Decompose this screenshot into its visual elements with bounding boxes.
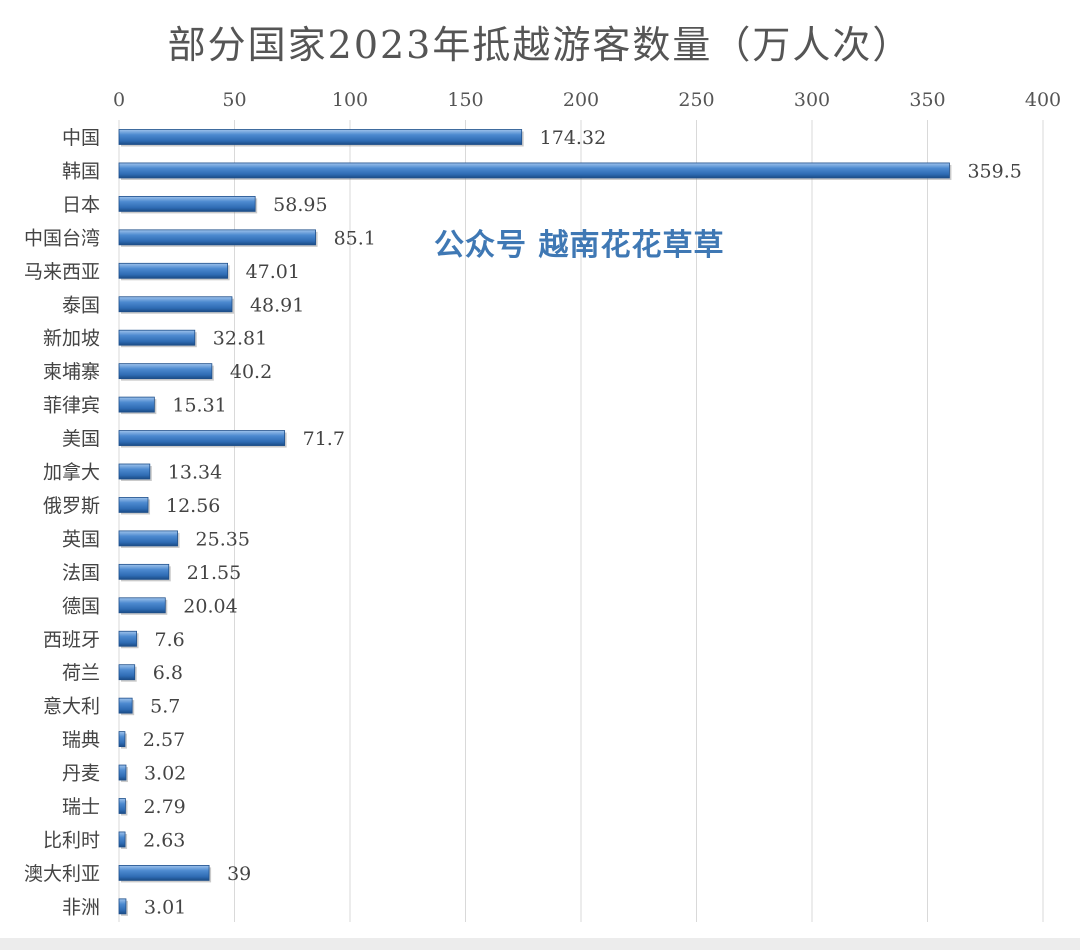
bar [118,697,133,714]
bar [118,563,170,580]
bar [118,898,127,915]
category-label: 加拿大 [43,461,100,484]
data-label: 174.32 [540,127,606,149]
data-label: 20.04 [183,595,237,617]
category-label: 瑞典 [62,729,100,751]
category-label: 澳大利亚 [24,863,100,885]
bar [118,162,950,179]
data-label: 6.8 [153,662,183,684]
data-label: 39 [227,863,251,885]
data-label: 40.2 [230,361,272,383]
bar [118,296,233,313]
data-label: 2.63 [143,829,185,851]
category-label: 瑞士 [62,796,100,818]
data-label: 48.91 [250,294,304,316]
bar [118,764,127,781]
data-label: 3.01 [144,896,186,918]
x-tick-label: 300 [794,89,830,111]
data-label: 12.56 [166,495,220,517]
data-label: 13.34 [168,462,222,484]
bar [118,664,136,681]
x-tick-label: 50 [222,89,246,111]
category-label: 德国 [62,595,100,617]
data-label: 2.57 [143,729,185,751]
bar [118,831,126,848]
x-tick-label: 150 [447,89,483,111]
category-label: 韩国 [62,160,100,182]
bar [118,798,126,814]
x-tick-label: 0 [113,89,125,111]
category-label: 非洲 [62,896,100,918]
data-label: 3.02 [144,763,186,785]
category-label: 美国 [62,428,100,450]
category-label: 柬埔寨 [43,361,100,383]
bar [118,530,178,547]
x-axis-ticks: 0 50 100 150 200 250 300 350 400 [113,89,1061,111]
x-tick-label: 100 [332,89,368,111]
category-label: 菲律宾 [43,395,100,417]
bar [118,865,210,881]
bar [118,129,523,145]
data-label: 5.7 [150,696,180,718]
bar [118,463,151,480]
data-label: 2.79 [143,796,185,818]
category-label: 比利时 [43,829,100,851]
data-label: 7.6 [155,629,185,651]
data-label: 32.81 [213,328,267,350]
data-label: 25.35 [196,528,250,550]
category-label: 新加坡 [43,328,100,350]
data-label: 21.55 [187,562,241,584]
category-label: 泰国 [62,294,100,316]
data-label: 58.95 [273,194,327,216]
category-label: 意大利 [43,696,100,718]
bar [118,329,196,346]
x-tick-label: 350 [909,89,945,111]
data-label: 15.31 [172,395,226,417]
bar [118,363,213,380]
bar [118,262,228,279]
bar [118,731,126,747]
category-label: 丹麦 [62,763,100,785]
x-tick-label: 250 [678,89,714,111]
x-tick-label: 200 [563,89,599,111]
bar [118,630,137,647]
bars [118,129,952,916]
category-label: 荷兰 [62,662,100,684]
data-label: 359.5 [967,160,1021,182]
bar [118,430,286,446]
labels: 中国 174.32 韩国 359.5 日本 58.95 中国台湾 85.1 马来西亚 47.01 泰… [24,127,1022,918]
x-tick-label: 400 [1025,89,1061,111]
data-label: 47.01 [246,261,300,283]
category-label: 西班牙 [43,629,100,651]
gridlines [118,120,1044,922]
chart-title: 部分国家2023年抵越游客数量（万人次） [167,23,913,67]
bar [118,229,316,246]
bar [118,396,155,413]
category-label: 马来西亚 [24,261,100,283]
bar [118,497,149,513]
category-label: 中国台湾 [24,227,100,249]
bar [118,195,256,212]
bar [118,597,166,614]
category-label: 英国 [62,528,100,550]
data-label: 85.1 [334,227,376,249]
category-label: 日本 [62,194,100,216]
category-label: 法国 [62,562,100,584]
data-label: 71.7 [303,428,345,450]
watermark-text: 公众号 越南花花草草 [434,228,725,263]
category-label: 俄罗斯 [43,495,100,517]
category-label: 中国 [62,127,100,149]
bottom-strip [0,938,1080,950]
